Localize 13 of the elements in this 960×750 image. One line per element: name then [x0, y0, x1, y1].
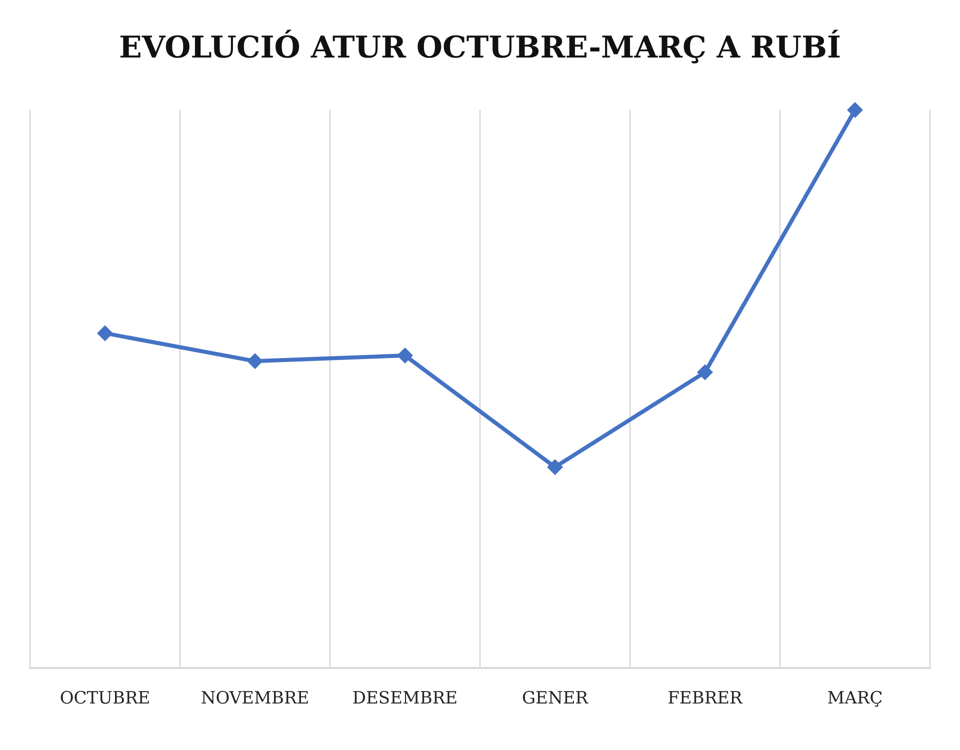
x-tick-label: NOVEMBRE — [200, 688, 310, 708]
point — [697, 364, 713, 380]
chart-title: EVOLUCIÓ ATUR OCTUBRE-MARÇ A RUBÍ — [119, 30, 841, 66]
point — [397, 348, 413, 364]
x-tick-label: FEBRER — [668, 688, 744, 708]
point — [97, 325, 113, 342]
x-tick-label: MARÇ — [827, 688, 883, 708]
x-tick-label: GENER — [522, 688, 590, 708]
point — [847, 102, 863, 118]
point — [247, 353, 263, 370]
x-tick-label: DESEMBRE — [352, 688, 458, 708]
x-tick-label: OCTUBRE — [60, 688, 150, 708]
point — [547, 459, 563, 476]
